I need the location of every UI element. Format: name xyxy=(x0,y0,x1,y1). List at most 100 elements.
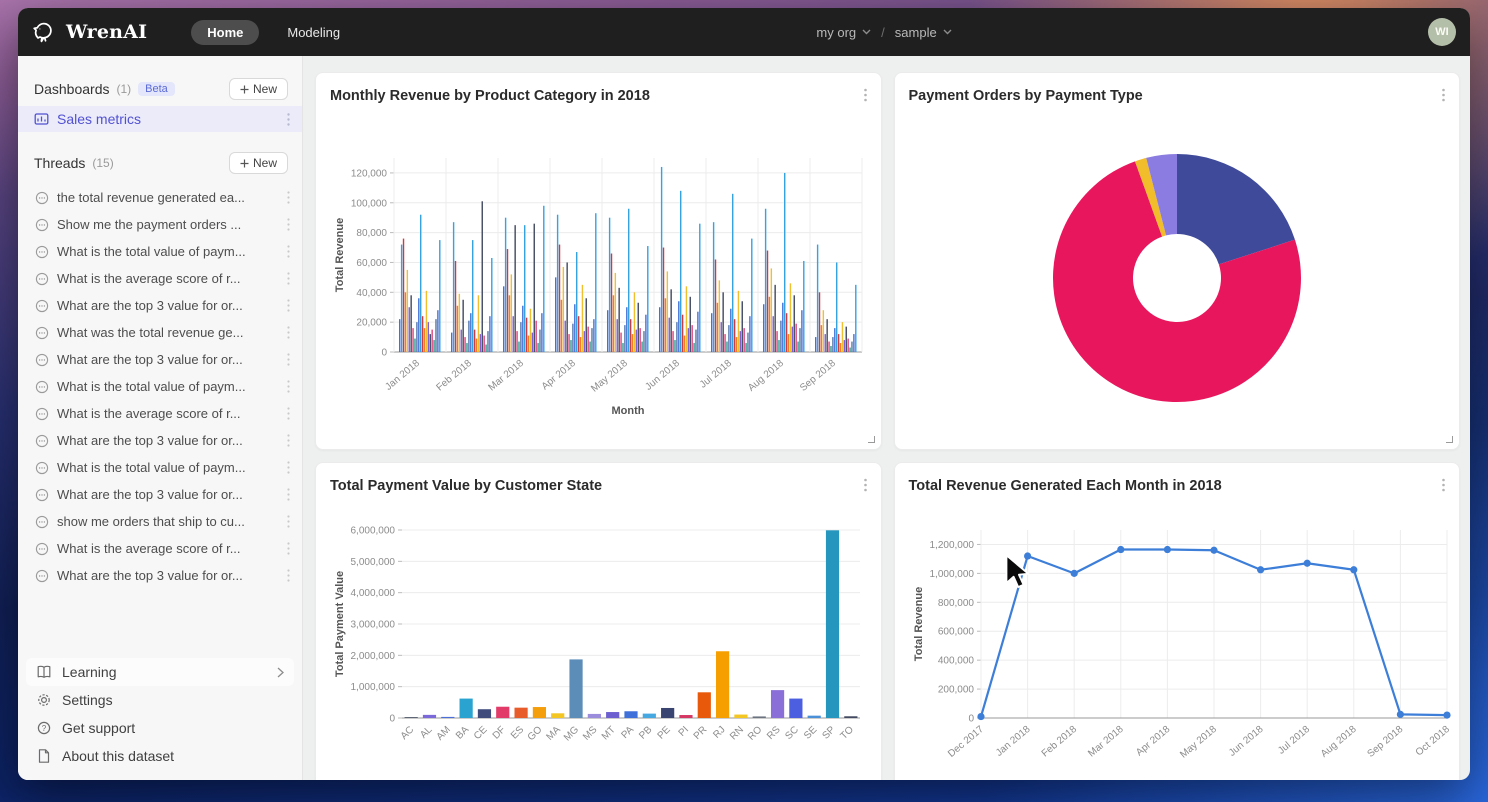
thread-item[interactable]: What was the total revenue ge... xyxy=(18,319,302,346)
svg-text:SE: SE xyxy=(802,724,819,741)
thread-menu-icon[interactable] xyxy=(287,515,290,528)
new-dashboard-button[interactable]: New xyxy=(228,78,288,100)
thread-item[interactable]: What is the total value of paym... xyxy=(18,238,302,265)
thread-label: What is the total value of paym... xyxy=(57,244,246,259)
svg-text:6,000,000: 6,000,000 xyxy=(351,526,396,537)
thread-menu-icon[interactable] xyxy=(287,542,290,555)
thread-item[interactable]: What is the average score of r... xyxy=(18,400,302,427)
chat-bubble-icon xyxy=(35,434,49,447)
svg-text:Apr 2018: Apr 2018 xyxy=(1134,724,1172,759)
footer-label: Learning xyxy=(62,664,117,680)
project-selector[interactable]: sample xyxy=(895,25,952,40)
card-title: Monthly Revenue by Product Category in 2… xyxy=(330,88,650,104)
thread-menu-icon[interactable] xyxy=(287,434,290,447)
svg-text:May 2018: May 2018 xyxy=(1178,724,1219,761)
svg-text:MA: MA xyxy=(544,724,563,743)
svg-text:Total Revenue: Total Revenue xyxy=(913,587,925,661)
thread-menu-icon[interactable] xyxy=(287,191,290,204)
thread-item[interactable]: What is the average score of r... xyxy=(18,535,302,562)
svg-text:MS: MS xyxy=(581,724,600,743)
thread-item[interactable]: What are the top 3 value for or... xyxy=(18,292,302,319)
svg-text:1,200,000: 1,200,000 xyxy=(929,540,974,551)
threads-list: the total revenue generated ea... Show m… xyxy=(18,184,302,589)
svg-text:Dec 2017: Dec 2017 xyxy=(946,724,986,760)
resize-handle-icon[interactable] xyxy=(1446,436,1453,443)
svg-text:Jan 2018: Jan 2018 xyxy=(383,358,422,393)
thread-label: What is the average score of r... xyxy=(57,406,241,421)
thread-item[interactable]: What is the total value of paym... xyxy=(18,373,302,400)
thread-menu-icon[interactable] xyxy=(287,245,290,258)
wrenai-logo-icon xyxy=(32,19,58,45)
svg-text:400,000: 400,000 xyxy=(937,656,974,667)
thread-menu-icon[interactable] xyxy=(287,272,290,285)
thread-label: What are the top 3 value for or... xyxy=(57,433,243,448)
tab-home[interactable]: Home xyxy=(191,19,260,45)
svg-text:Jun 2018: Jun 2018 xyxy=(1226,724,1265,759)
thread-item[interactable]: Show me the payment orders ... xyxy=(18,211,302,238)
thread-label: What are the top 3 value for or... xyxy=(57,487,243,502)
project-name: sample xyxy=(894,24,937,40)
new-thread-button[interactable]: New xyxy=(228,152,288,174)
thread-menu-icon[interactable] xyxy=(287,353,290,366)
card-menu-icon[interactable] xyxy=(863,88,867,102)
thread-item[interactable]: What are the top 3 value for or... xyxy=(18,481,302,508)
thread-menu-icon[interactable] xyxy=(287,407,290,420)
org-selector[interactable]: my org xyxy=(816,25,871,40)
chat-bubble-icon xyxy=(35,272,49,285)
app-window: WrenAI Home Modeling my org / sample WI xyxy=(18,8,1470,780)
thread-item[interactable]: What is the total value of paym... xyxy=(18,454,302,481)
card-title: Total Revenue Generated Each Month in 20… xyxy=(908,478,1222,494)
revenue-line-chart: 0 200,000 400,000 600,000 800,000 1,000,000 1,… xyxy=(909,518,1452,780)
item-menu-icon[interactable] xyxy=(287,112,290,126)
svg-text:Aug 2018: Aug 2018 xyxy=(746,358,786,394)
thread-menu-icon[interactable] xyxy=(287,299,290,312)
sidebar-item-settings[interactable]: Settings xyxy=(26,686,294,714)
donut-chart xyxy=(909,132,1446,424)
brand-name: WrenAI xyxy=(66,21,148,43)
card-title: Payment Orders by Payment Type xyxy=(908,88,1143,104)
sidebar-item-about-dataset[interactable]: About this dataset xyxy=(26,742,294,770)
chat-bubble-icon xyxy=(35,353,49,366)
thread-item[interactable]: What are the top 3 value for or... xyxy=(18,562,302,589)
thread-menu-icon[interactable] xyxy=(287,461,290,474)
card-menu-icon[interactable] xyxy=(1442,478,1445,492)
svg-text:200,000: 200,000 xyxy=(937,685,974,696)
thread-item[interactable]: What are the top 3 value for or... xyxy=(18,346,302,373)
resize-handle-icon[interactable] xyxy=(867,436,875,443)
thread-item[interactable]: What is the average score of r... xyxy=(18,265,302,292)
svg-text:120,000: 120,000 xyxy=(351,168,388,179)
thread-menu-icon[interactable] xyxy=(287,218,290,231)
svg-text:Apr 2018: Apr 2018 xyxy=(540,358,578,393)
dashboard-chart-icon xyxy=(34,112,49,125)
sidebar: Dashboards (1) Beta New Sales metrics xyxy=(18,56,303,780)
thread-label: What are the top 3 value for or... xyxy=(57,298,243,313)
thread-item[interactable]: show me orders that ship to cu... xyxy=(18,508,302,535)
card-menu-icon[interactable] xyxy=(1442,88,1445,102)
svg-text:3,000,000: 3,000,000 xyxy=(351,620,396,631)
thread-menu-icon[interactable] xyxy=(287,488,290,501)
tab-modeling[interactable]: Modeling xyxy=(287,24,341,40)
thread-item[interactable]: the total revenue generated ea... xyxy=(18,184,302,211)
svg-text:Total Revenue: Total Revenue xyxy=(334,218,346,292)
chat-bubble-icon xyxy=(35,407,49,420)
chevron-right-icon xyxy=(277,667,284,677)
svg-text:Mar 2018: Mar 2018 xyxy=(1086,724,1126,760)
sidebar-item-learning[interactable]: Learning xyxy=(26,658,294,686)
thread-menu-icon[interactable] xyxy=(287,326,290,339)
thread-menu-icon[interactable] xyxy=(287,380,290,393)
thread-item[interactable]: What are the top 3 value for or... xyxy=(18,427,302,454)
svg-text:1,000,000: 1,000,000 xyxy=(351,682,396,693)
user-avatar[interactable]: WI xyxy=(1428,18,1456,46)
sidebar-item-get-support[interactable]: ? Get support xyxy=(26,714,294,742)
card-menu-icon[interactable] xyxy=(863,478,867,492)
dashboards-count: (1) xyxy=(116,82,132,96)
breadcrumb: my org / sample xyxy=(340,25,1428,40)
thread-label: What are the top 3 value for or... xyxy=(57,568,243,583)
svg-text:60,000: 60,000 xyxy=(356,258,387,269)
svg-text:TO: TO xyxy=(838,724,856,742)
chat-bubble-icon xyxy=(35,380,49,393)
thread-menu-icon[interactable] xyxy=(287,569,290,582)
chat-bubble-icon xyxy=(35,461,49,474)
sidebar-item-sales-metrics[interactable]: Sales metrics xyxy=(18,106,302,132)
svg-text:May 2018: May 2018 xyxy=(589,358,630,395)
